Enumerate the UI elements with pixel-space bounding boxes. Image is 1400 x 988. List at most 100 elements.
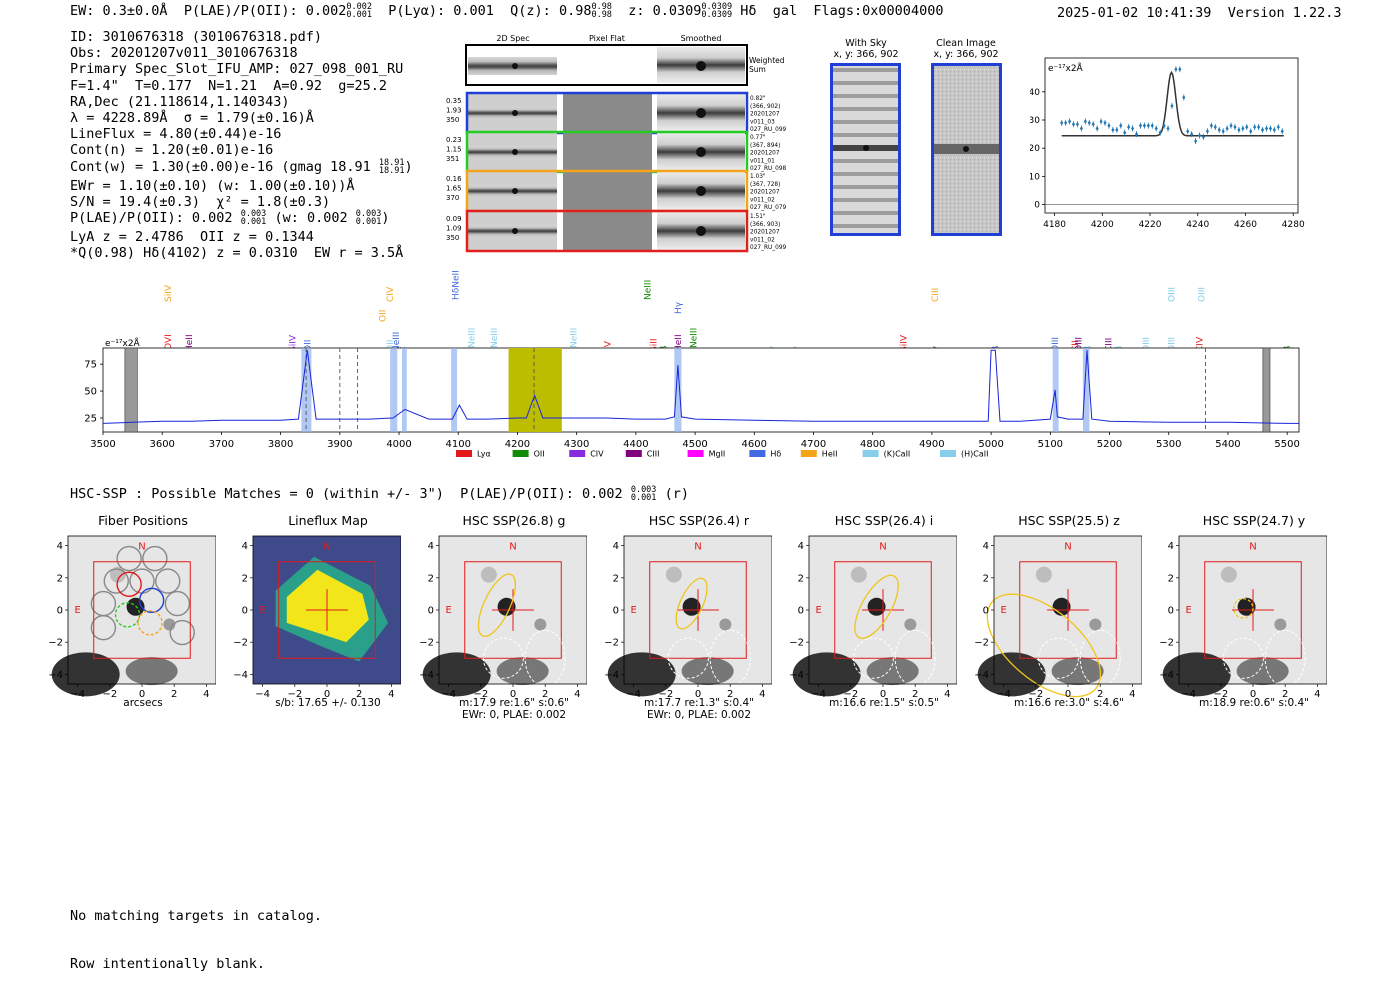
zoom-data-point <box>1233 124 1237 130</box>
legend-label: Lyα <box>477 450 491 459</box>
info-block: ID: 3010676318 (3010676318.pdf) Obs: 202… <box>70 29 413 261</box>
aperture-box <box>1019 561 1117 659</box>
target-source <box>497 597 516 616</box>
spectrum-trace <box>102 349 1299 424</box>
cutout-pixelflat <box>563 94 652 132</box>
target-source <box>682 597 701 616</box>
hsc-xtick-label: −4 <box>255 689 270 700</box>
cutout-right-value: (367, 894) <box>750 143 780 149</box>
hsc-xtick-label: 0 <box>1065 689 1071 700</box>
spectral-line-label: OIII <box>1168 337 1178 352</box>
spectral-line-label: CIII <box>931 288 941 302</box>
legend-label: Hδ <box>770 450 781 459</box>
spectral-line-label: NeIII <box>570 328 580 348</box>
header-right: 2025-01-02 10:41:39 Version 1.22.3 <box>1057 5 1342 21</box>
fiber-circle <box>103 568 129 594</box>
zoom-data-point <box>1095 126 1099 131</box>
with-sky-header: With Sky x, y: 366, 902 <box>833 38 899 60</box>
faint-source <box>681 657 734 686</box>
hsc-xtick-label: 0 <box>324 689 330 700</box>
hsc-ytick-label: 4 <box>613 541 619 552</box>
hsc-xtick-label: −4 <box>441 689 456 700</box>
spec-xtick-label: 4100 <box>446 439 471 450</box>
cutout-pixelflat <box>563 133 652 171</box>
lya-window <box>508 348 562 432</box>
hsc-ytick-label: 0 <box>983 606 989 617</box>
faint-source <box>1051 657 1104 686</box>
hsc-ytick-label: 2 <box>983 573 989 584</box>
spectral-line-label: CIV <box>386 286 396 302</box>
spectral-line-label: CIII <box>1104 338 1114 352</box>
neighbor-source <box>665 566 682 583</box>
hsc-xtick-label: −4 <box>996 689 1011 700</box>
cutout-right-value: 20201207 <box>750 230 780 236</box>
cutout-right-value: 0.82" <box>750 96 766 102</box>
legend-swatch <box>625 450 642 457</box>
footer-line-2: Row intentionally blank. <box>70 956 266 972</box>
neighbor-source <box>1220 566 1237 583</box>
info-fit: F=1.4" T=0.177 N=1.21 A=0.92 g=25.2 <box>70 77 387 94</box>
legend-swatch <box>569 450 586 457</box>
legend-label: CIII <box>647 450 660 459</box>
weighted-label: Weighted <box>749 56 785 65</box>
col-title-2dspec: 2D Spec <box>496 34 529 43</box>
cutout-left-value: 0.09 <box>446 215 462 223</box>
hsc-xtick-label: 2 <box>1282 689 1288 700</box>
hsc-xtick-label: −4 <box>626 689 641 700</box>
spectral-line-label: CII <box>1071 340 1081 352</box>
zoom-unit-label: e⁻¹⁷x2Å <box>1048 62 1084 74</box>
cutout-right-value: (367, 728) <box>750 182 780 188</box>
fiber-circle <box>164 590 191 617</box>
cutout-pixelflat <box>563 212 652 250</box>
fiber-circle <box>142 545 168 572</box>
hsc-xtick-label: −4 <box>70 689 85 700</box>
aperture-box <box>834 561 932 659</box>
zoom-data-point <box>1091 122 1095 127</box>
east-label: E <box>1185 605 1191 616</box>
legend-swatch <box>749 450 766 457</box>
dark-source <box>792 652 861 697</box>
legend-swatch <box>456 450 472 457</box>
fiber-circle <box>169 619 195 646</box>
aperture-box <box>93 561 191 659</box>
spectral-line-label: HeII <box>674 334 684 352</box>
hsc-panel-title: Fiber Positions <box>98 513 188 528</box>
header-z: z: 0.0309 <box>628 3 702 19</box>
hsc-ytick-label: −4 <box>48 670 63 681</box>
zoom-ytick-label: 10 <box>1030 172 1040 182</box>
spectral-line-label: SiIV <box>288 334 298 352</box>
aperture-box <box>278 561 376 659</box>
fiber-circle <box>114 602 141 628</box>
fiber-circle <box>137 610 163 636</box>
zoom-data-point <box>1150 123 1154 128</box>
source-ellipse <box>1233 598 1254 619</box>
hsc-cutout-image: N E −4 −2 0 2 4 4 2 0 −2 −4 <box>233 535 401 700</box>
cutout-right-value: 20201207 <box>750 151 780 157</box>
source-ellipse <box>477 573 516 637</box>
info-sn: S/N = 19.4(±0.3) χ² = 1.8(±0.3) <box>70 193 331 210</box>
zoom-ytick-label: 30 <box>1030 116 1040 126</box>
zoom-data-point <box>1213 124 1217 130</box>
hsc-xtick-label: 4 <box>388 689 394 700</box>
spec-xtick-label: 3900 <box>327 439 352 450</box>
cutout-left-value: 1.65 <box>446 185 462 193</box>
hsc-panel-title: HSC SSP(25.5) z <box>1018 513 1120 528</box>
aperture-box <box>649 561 747 659</box>
spectral-line-label: OIII <box>1051 337 1061 352</box>
dark-source <box>607 652 676 697</box>
hsc-ytick-label: 2 <box>1168 573 1174 584</box>
hsc-xtick-label: −4 <box>811 689 826 700</box>
header-z-frac: 0.0309 0.0309 <box>701 2 733 20</box>
legend-swatch <box>512 450 529 457</box>
cutout-right-value: v011_02 <box>750 197 775 203</box>
fiber-circle <box>138 587 165 614</box>
hsc-ytick-label: 2 <box>57 573 63 584</box>
spectral-line-label: NeIII <box>392 332 402 352</box>
sky-images <box>830 63 1002 236</box>
zoom-xtick-label: 4220 <box>1139 220 1162 230</box>
cutout-right-value: 027_RU_079 <box>750 205 787 211</box>
footer-line-1: No matching targets in catalog. <box>70 908 322 924</box>
legend-swatch <box>862 450 879 457</box>
fiber-circle <box>116 571 142 597</box>
hsc-xtick-label: −2 <box>287 689 302 700</box>
